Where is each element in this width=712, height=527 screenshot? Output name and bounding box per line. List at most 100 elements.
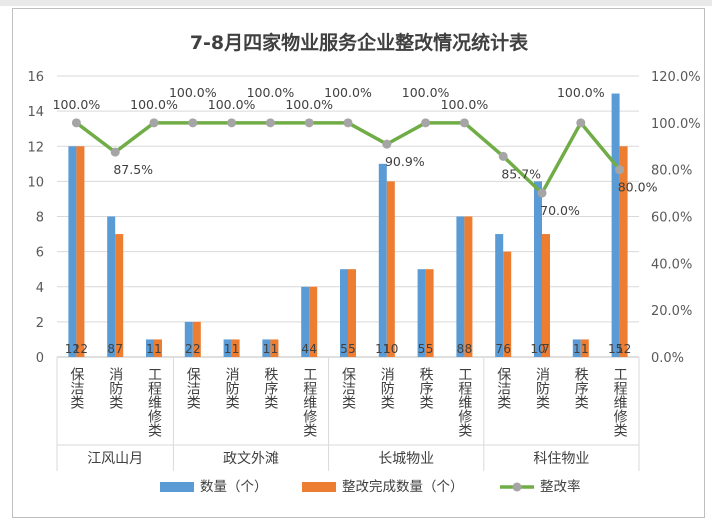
- rate-label: 100.0%: [130, 97, 178, 112]
- y-left-tick-label: 6: [36, 246, 44, 261]
- legend-swatch-completed: [302, 482, 336, 492]
- bar-quantity: [223, 339, 232, 357]
- bar-quantity: [611, 93, 620, 357]
- legend-label-rate: 整改率: [540, 478, 581, 495]
- rate-marker: [343, 118, 353, 128]
- bar-completed-label: 6: [503, 342, 511, 356]
- bar-completed: [542, 234, 550, 357]
- bar-completed-label: 4: [309, 342, 317, 356]
- rate-marker: [459, 118, 469, 128]
- bar-completed: [76, 146, 85, 357]
- bar-completed-label: 1: [232, 342, 240, 356]
- bar-completed: [309, 286, 318, 357]
- bar-quantity: [301, 286, 310, 357]
- x-category-label: 消防类: [534, 367, 550, 409]
- bar-completed-label: 2: [193, 342, 201, 356]
- bar-quantity-label: 5: [340, 342, 348, 356]
- rate-label: 100.0%: [208, 97, 256, 112]
- legend-swatch-quantity: [160, 482, 194, 492]
- bar-quantity-label: 8: [457, 342, 465, 356]
- bar-quantity: [534, 181, 542, 357]
- rate-label: 90.9%: [385, 154, 425, 169]
- bar-quantity: [456, 216, 465, 357]
- bar-quantity: [68, 146, 77, 357]
- bar-quantity: [378, 163, 387, 357]
- bar-quantity-label: 12: [65, 342, 80, 356]
- bar-completed-label: 8: [465, 342, 473, 356]
- y-left-tick-label: 0: [36, 351, 44, 366]
- group-label: 江风山月: [87, 451, 143, 467]
- legend-label-quantity: 数量（个）: [200, 479, 268, 495]
- rate-marker: [149, 118, 159, 128]
- chart-title: 7-8月四家物业服务企业整改情况统计表: [190, 31, 529, 54]
- y-right-tick-label: 20.0%: [651, 304, 692, 319]
- rate-label: 80.0%: [618, 180, 658, 195]
- group-label: 科住物业: [533, 451, 589, 467]
- chart-frame: 7-8月四家物业服务企业整改情况统计表 0 2 4 6 8 10 12 14 16 0.0% 20.…: [12, 8, 705, 518]
- x-category-label: 保洁类: [185, 367, 201, 409]
- x-category-label: 消防类: [379, 367, 395, 409]
- bar-quantity: [146, 339, 154, 357]
- chart: 7-8月四家物业服务企业整改情况统计表 02468101214160.0%20.…: [27, 31, 701, 495]
- y-right-tick-label: 60.0%: [651, 211, 692, 226]
- rate-label: 87.5%: [113, 162, 153, 177]
- bar-completed: [619, 146, 628, 357]
- rate-label: 70.0%: [540, 203, 580, 218]
- bar-quantity-label: 10: [530, 342, 545, 356]
- y-left-tick-label: 4: [36, 281, 44, 296]
- bar-quantity-label: 11: [375, 342, 390, 356]
- rate-label: 100.0%: [247, 85, 295, 100]
- bar-completed-label: 5: [348, 342, 356, 356]
- bar-completed: [231, 339, 240, 357]
- bar-completed-label: 1: [581, 342, 589, 356]
- rate-marker: [615, 165, 625, 175]
- bar-completed-label: 12: [616, 342, 631, 356]
- y-left-tick-label: 14: [27, 105, 44, 120]
- bar-completed-label: 7: [115, 342, 123, 356]
- bar-completed: [580, 339, 589, 357]
- rate-marker: [188, 118, 198, 128]
- rate-marker: [537, 188, 547, 198]
- bar-quantity: [417, 269, 426, 357]
- rate-label: 100.0%: [441, 97, 489, 112]
- x-category-label: 消防类: [224, 367, 240, 409]
- y-right-tick-label: 80.0%: [651, 164, 692, 179]
- rate-marker: [71, 118, 81, 128]
- rate-marker: [498, 151, 508, 161]
- bar-quantity-label: 7: [495, 342, 503, 356]
- rate-label: 100.0%: [402, 85, 450, 100]
- group-label: 长城物业: [378, 451, 434, 467]
- bar-completed-label: 7: [542, 342, 550, 356]
- bar-quantity-label: 2: [185, 342, 193, 356]
- bar-completed: [115, 234, 124, 357]
- bar-quantity-label: 4: [301, 342, 309, 356]
- rate-marker: [265, 118, 275, 128]
- rate-marker: [304, 118, 314, 128]
- x-category-label: 保洁类: [68, 367, 84, 409]
- bar-completed-label: 1: [154, 342, 162, 356]
- rate-marker: [110, 147, 120, 157]
- bar-completed-label: 12: [73, 342, 88, 356]
- rate-label: 100.0%: [324, 85, 372, 100]
- legend-label-completed: 整改完成数量（个）: [342, 479, 464, 495]
- bar-completed: [270, 339, 279, 357]
- x-category-label: 保洁类: [495, 367, 511, 409]
- x-category-label: 消防类: [107, 367, 123, 409]
- legend-marker-rate: [512, 482, 522, 492]
- bar-quantity-label: 1: [224, 342, 232, 356]
- bar-completed-label: 5: [426, 342, 434, 356]
- y-right-tick-label: 120.0%: [651, 70, 701, 85]
- x-category-label: 秩序类: [573, 367, 589, 409]
- bar-completed: [348, 269, 356, 357]
- bar-quantity: [495, 234, 504, 357]
- bar-completed-label: 10: [383, 342, 398, 356]
- rate-label: 85.7%: [501, 166, 541, 181]
- x-category-label: 工程维修类: [456, 367, 472, 437]
- bar-quantity-label: 15: [608, 342, 623, 356]
- y-left-tick-label: 2: [36, 316, 44, 331]
- y-right-tick-label: 100.0%: [651, 117, 701, 132]
- bar-completed: [192, 321, 201, 357]
- x-category-label: 工程维修类: [146, 367, 162, 437]
- bar-quantity-label: 1: [263, 342, 271, 356]
- x-category-label: 保洁类: [340, 367, 356, 409]
